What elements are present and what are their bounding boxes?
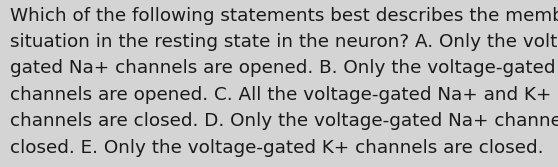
Text: channels are opened. C. All the voltage-gated Na+ and K+: channels are opened. C. All the voltage-… (10, 86, 551, 104)
Text: closed. E. Only the voltage-gated K+ channels are closed.: closed. E. Only the voltage-gated K+ cha… (10, 139, 543, 157)
Text: Which of the following statements best describes the membrane: Which of the following statements best d… (10, 7, 558, 25)
Text: situation in the resting state in the neuron? A. Only the voltage-: situation in the resting state in the ne… (10, 33, 558, 51)
Text: gated Na+ channels are opened. B. Only the voltage-gated K+: gated Na+ channels are opened. B. Only t… (10, 59, 558, 77)
Text: channels are closed. D. Only the voltage-gated Na+ channels are: channels are closed. D. Only the voltage… (10, 112, 558, 130)
